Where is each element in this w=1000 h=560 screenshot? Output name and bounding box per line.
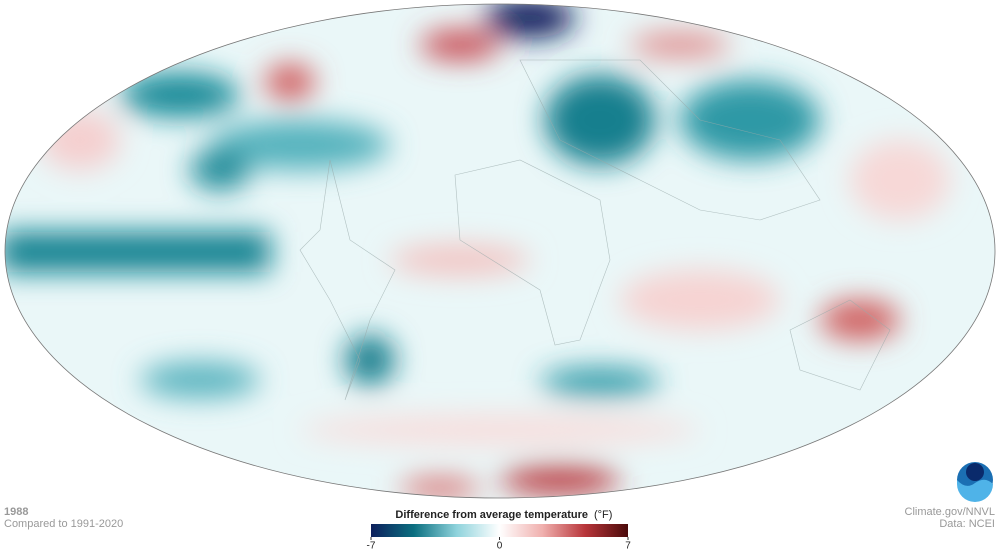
baseline: Compared to 1991-2020 <box>4 518 123 530</box>
legend-tick-label: -7 <box>367 541 376 552</box>
source: Climate.gov/NNVL <box>905 506 995 518</box>
legend-tick-label: 0 <box>497 541 503 552</box>
year: 1988 <box>4 506 28 518</box>
legend-tick-label: 7 <box>625 541 631 552</box>
color-bar <box>371 524 628 537</box>
legend-unit: (°F) <box>594 509 612 521</box>
anomaly-field <box>5 4 995 498</box>
globe-outline <box>4 3 996 499</box>
legend-title: Difference from average temperature <box>395 509 588 521</box>
noaa-logo <box>957 462 993 502</box>
data-credit: Data: NCEI <box>939 518 995 530</box>
